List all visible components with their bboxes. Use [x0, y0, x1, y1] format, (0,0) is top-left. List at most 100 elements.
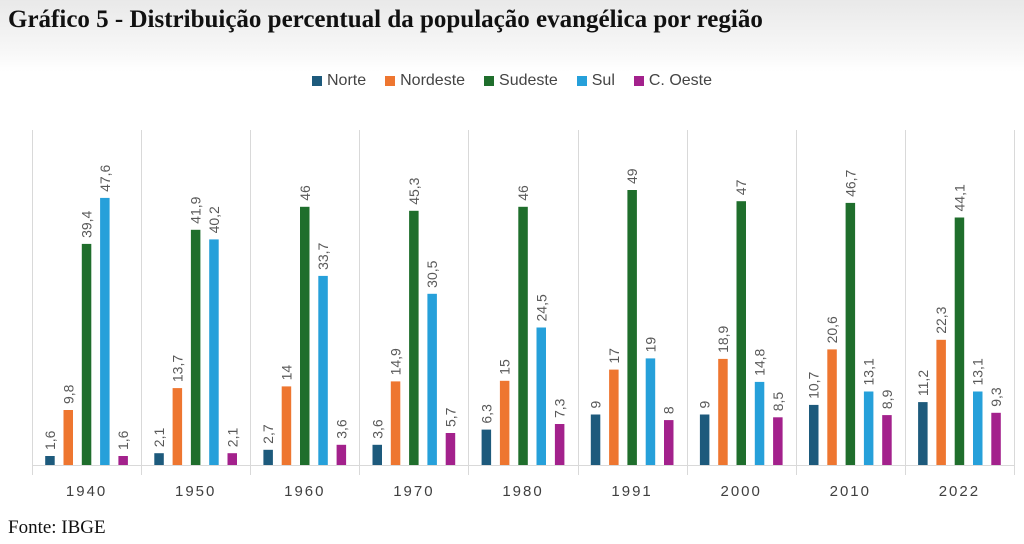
data-label: 40,2	[206, 206, 222, 233]
legend-label-sul: Sul	[591, 72, 615, 89]
legend-swatch-sudeste	[484, 76, 495, 86]
bar-sudeste-2010	[845, 202, 856, 465]
data-label: 30,5	[424, 260, 440, 287]
bar-norte-1970	[372, 444, 382, 465]
legend-item-sudeste: Sudeste	[484, 72, 558, 90]
x-tick-label: 1960	[284, 483, 325, 500]
bar-nordeste-2000	[718, 358, 728, 465]
x-tick-label: 1991	[611, 483, 652, 500]
data-label: 45,3	[406, 177, 422, 204]
data-label: 14	[279, 365, 295, 381]
data-label: 5,7	[443, 407, 459, 427]
data-label: 8,5	[770, 392, 786, 412]
bar-norte-1960	[263, 449, 273, 465]
data-label: 14,9	[388, 348, 404, 375]
bar-norte-2010	[809, 404, 819, 465]
data-label: 13,7	[169, 355, 185, 382]
legend-swatch-sul	[576, 76, 587, 86]
data-label: 8	[661, 406, 677, 414]
data-label: 13,1	[970, 358, 986, 385]
bar-nordeste-2022	[936, 339, 946, 465]
data-label: 9,3	[988, 387, 1004, 407]
bar-sudeste-1991	[627, 190, 637, 465]
legend-label-norte: Norte	[326, 72, 367, 89]
chart-title: Gráfico 5 - Distribuição percentual da p…	[8, 6, 763, 33]
bar-sul-2010	[863, 391, 874, 465]
bar-c-oeste-2010	[882, 415, 892, 465]
data-label: 10,7	[806, 371, 822, 398]
bar-norte-2000	[699, 414, 710, 465]
bar-sudeste-1950	[190, 229, 201, 465]
data-label: 41,9	[188, 196, 204, 223]
bar-sul-1991	[645, 358, 656, 465]
bar-norte-1950	[154, 453, 164, 465]
data-label: 6,3	[478, 404, 494, 424]
legend-swatch-c-oeste	[633, 76, 644, 86]
data-label: 47,6	[97, 164, 113, 191]
data-label: 22,3	[933, 306, 949, 333]
bar-sul-1980	[536, 327, 546, 465]
bar-nordeste-2010	[827, 349, 837, 465]
data-label: 44,1	[951, 184, 967, 211]
bar-nordeste-1980	[499, 380, 510, 465]
legend-label-nordeste: Nordeste	[400, 72, 466, 89]
x-tick-label: 2010	[830, 483, 871, 500]
data-label: 46,7	[842, 169, 858, 196]
bar-c-oeste-1991	[664, 420, 674, 465]
bar-nordeste-1950	[172, 388, 183, 465]
data-label: 9	[697, 401, 713, 409]
legend-label-sudeste: Sudeste	[499, 72, 558, 89]
data-label: 20,6	[824, 316, 840, 343]
data-label: 39,4	[79, 210, 95, 237]
data-label: 3,6	[333, 419, 349, 439]
bar-c-oeste-1960	[336, 444, 347, 465]
bar-norte-1991	[590, 414, 601, 465]
data-label: 15	[497, 359, 513, 375]
x-tick-label: 1980	[502, 483, 543, 500]
bar-c-oeste-1950	[227, 453, 237, 465]
data-label: 46	[297, 185, 313, 201]
data-label: 1,6	[115, 430, 131, 450]
data-label: 2,7	[260, 424, 276, 444]
bar-sudeste-1940	[81, 243, 92, 465]
legend: Norte Nordeste Sudeste Sul C. Oeste	[0, 72, 1024, 90]
bar-norte-2022	[918, 402, 928, 465]
bar-norte-1940	[45, 456, 55, 465]
bar-c-oeste-2000	[773, 417, 783, 465]
bar-sul-1950	[209, 239, 219, 465]
bar-nordeste-1991	[609, 369, 619, 465]
legend-swatch-norte	[311, 76, 322, 86]
header-band	[0, 0, 1024, 72]
data-label: 9,8	[60, 384, 76, 404]
data-label: 2,1	[151, 428, 167, 448]
data-label: 8,9	[879, 389, 895, 409]
legend-label-c-oeste: C. Oeste	[648, 72, 713, 89]
x-tick-label: 2022	[939, 483, 980, 500]
bar-c-oeste-1980	[554, 424, 565, 465]
data-label: 1,6	[42, 430, 58, 450]
bar-c-oeste-1940	[118, 456, 128, 465]
data-label: 18,9	[715, 325, 731, 352]
bar-sudeste-1960	[300, 206, 310, 466]
source-note: Fonte: IBGE	[8, 517, 106, 538]
legend-item-c-oeste: C. Oeste	[633, 72, 713, 90]
bar-sul-2000	[754, 381, 765, 465]
bar-sudeste-2022	[954, 217, 965, 465]
legend-item-sul: Sul	[576, 72, 615, 90]
data-label: 46	[515, 185, 531, 201]
legend-swatch-nordeste	[385, 76, 396, 86]
data-label: 13,1	[861, 358, 877, 385]
data-label: 9	[588, 401, 604, 409]
data-label: 33,7	[315, 242, 331, 269]
data-label: 2,1	[224, 428, 240, 448]
x-tick-label: 1940	[66, 483, 107, 500]
bar-sul-1970	[427, 293, 437, 465]
data-label: 14,8	[752, 348, 768, 375]
legend-item-norte: Norte	[311, 72, 367, 90]
bar-nordeste-1960	[281, 386, 292, 465]
x-tick-label: 1950	[175, 483, 216, 500]
bar-sudeste-1970	[409, 210, 419, 465]
data-label: 47	[733, 179, 749, 195]
bar-c-oeste-2022	[991, 412, 1001, 465]
